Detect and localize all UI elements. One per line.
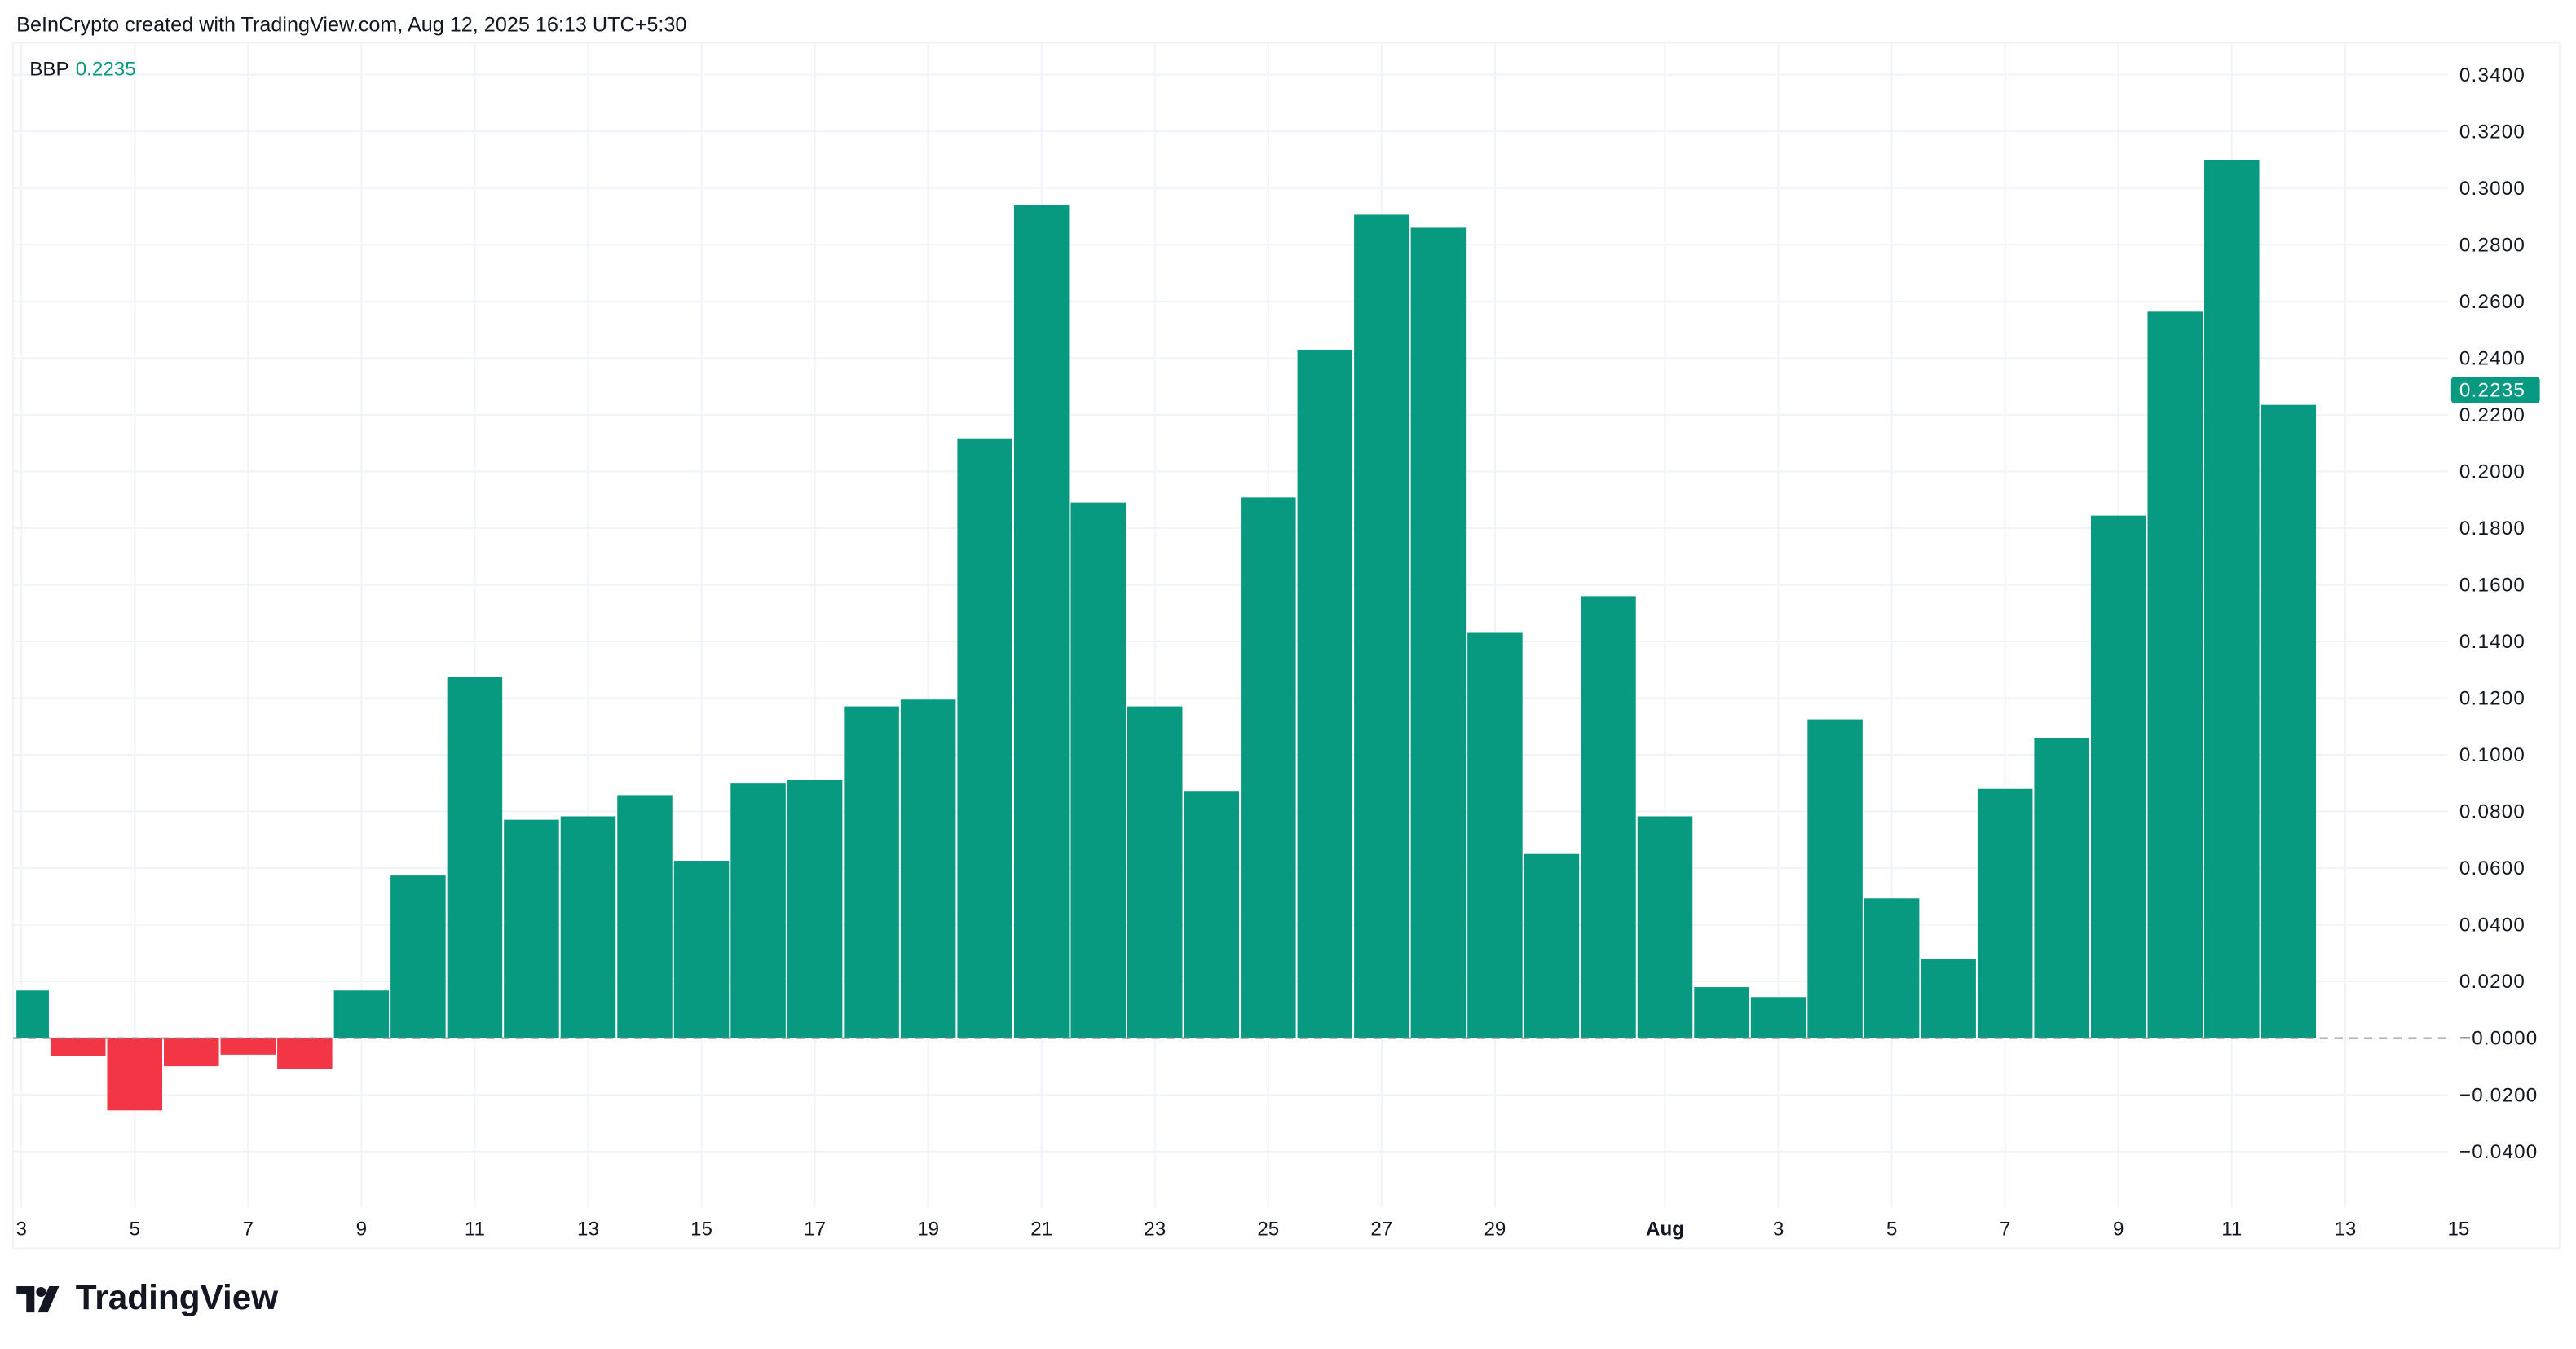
y-tick-label: 0.0800	[2459, 801, 2525, 823]
bar-jul-20[interactable]	[957, 438, 1012, 1038]
x-tick-label: 21	[1030, 1219, 1052, 1241]
bar-jul-27[interactable]	[1354, 214, 1409, 1038]
bar-aug-3[interactable]	[1750, 997, 1806, 1038]
x-tick-label: 7	[2000, 1219, 2010, 1241]
chart-frame	[12, 42, 2561, 1250]
bar-jul-22[interactable]	[1070, 502, 1126, 1038]
x-tick-label: 3	[1773, 1219, 1784, 1241]
indicator-legend[interactable]: BBP 0.2235	[29, 58, 135, 81]
bar-jul-17[interactable]	[787, 779, 843, 1038]
x-tick-label: 19	[917, 1219, 939, 1241]
y-tick-label: 0.2600	[2459, 291, 2525, 313]
bar-aug-12[interactable]	[2261, 404, 2317, 1038]
y-tick-label: 0.1600	[2459, 575, 2525, 597]
y-tick-label: −0.0200	[2459, 1084, 2539, 1106]
bar-aug-2[interactable]	[1694, 987, 1749, 1038]
x-tick-label: 7	[243, 1219, 254, 1241]
bars	[0, 159, 2317, 1111]
y-tick-label: 0.0600	[2459, 857, 2525, 879]
bar-aug-1[interactable]	[1637, 816, 1693, 1038]
bar-jul-16[interactable]	[730, 783, 786, 1038]
bar-jul-21[interactable]	[1013, 205, 1070, 1038]
x-tick-label: 15	[690, 1219, 712, 1241]
y-tick-label: 0.0400	[2459, 915, 2525, 937]
last-value-badge: 0.2235	[2450, 377, 2540, 403]
bar-jul-18[interactable]	[844, 706, 899, 1038]
bar-jul-29[interactable]	[1467, 632, 1523, 1038]
indicator-name: BBP	[29, 57, 69, 81]
x-tick-label: 13	[2334, 1219, 2356, 1241]
bar-jul-6[interactable]	[164, 1038, 219, 1067]
bar-jul-8[interactable]	[277, 1038, 333, 1069]
x-tick-label: 3	[15, 1219, 26, 1241]
chart-caption: BeInCrypto created with TradingView.com,…	[16, 13, 687, 37]
last-value-label: 0.2235	[2459, 380, 2525, 402]
bar-jul-31[interactable]	[1581, 596, 1636, 1038]
bar-aug-11[interactable]	[2204, 159, 2260, 1038]
bar-jul-15[interactable]	[673, 861, 730, 1038]
bar-jul-7[interactable]	[220, 1038, 276, 1055]
x-tick-label: 15	[2447, 1219, 2469, 1241]
bar-aug-8[interactable]	[2034, 738, 2089, 1038]
y-tick-label: 0.3000	[2459, 178, 2525, 200]
bar-jul-24[interactable]	[1184, 791, 1240, 1038]
y-tick-label: 0.3200	[2459, 121, 2525, 143]
bar-jul-23[interactable]	[1127, 706, 1183, 1038]
x-tick-label: 25	[1257, 1219, 1279, 1241]
y-tick-label: −0.0400	[2459, 1141, 2539, 1163]
bar-jul-19[interactable]	[900, 699, 956, 1038]
bar-jul-30[interactable]	[1524, 853, 1580, 1038]
y-tick-label: 0.1000	[2459, 744, 2525, 766]
bar-aug-7[interactable]	[1977, 788, 2033, 1038]
y-tick-label: −0.0000	[2459, 1028, 2539, 1050]
y-tick-label: 0.2200	[2459, 404, 2525, 426]
bar-aug-5[interactable]	[1864, 898, 1920, 1038]
bar-jul-25[interactable]	[1241, 497, 1296, 1038]
x-tick-label: 11	[465, 1219, 485, 1241]
y-tick-label: 0.2800	[2459, 234, 2525, 256]
x-tick-label: 11	[2221, 1219, 2242, 1241]
grid-lines	[13, 42, 2448, 1208]
x-tick-label: 5	[130, 1219, 140, 1241]
bar-jul-11[interactable]	[447, 677, 503, 1038]
x-tick-label: 5	[1886, 1219, 1897, 1241]
bar-jul-13[interactable]	[560, 816, 616, 1038]
y-tick-label: 0.1400	[2459, 631, 2525, 653]
y-tick-label: 0.2000	[2459, 461, 2525, 483]
bar-jul-3[interactable]	[0, 990, 49, 1038]
bar-jul-10[interactable]	[390, 875, 446, 1038]
y-tick-label: 0.2400	[2459, 347, 2525, 369]
bar-aug-4[interactable]	[1807, 719, 1863, 1038]
bar-jul-28[interactable]	[1410, 227, 1467, 1038]
tradingview-logo-icon	[16, 1285, 60, 1313]
x-tick-label: 23	[1144, 1219, 1166, 1241]
bar-aug-10[interactable]	[2147, 311, 2203, 1038]
bar-jul-4[interactable]	[50, 1038, 106, 1056]
bar-jul-12[interactable]	[504, 819, 559, 1038]
bar-aug-9[interactable]	[2090, 515, 2146, 1038]
bar-jul-5[interactable]	[107, 1038, 163, 1111]
x-tick-label: 29	[1484, 1219, 1506, 1241]
x-axis: 3 5 7 9 11 13 15 17 19 21 23 25 27 29 Aug 3 5 7 9 11 13 15	[15, 1219, 2469, 1241]
y-tick-label: 0.0200	[2459, 971, 2525, 993]
y-tick-label: 0.1800	[2459, 518, 2525, 540]
y-tick-label: 0.1200	[2459, 688, 2525, 710]
bar-aug-6[interactable]	[1921, 959, 1976, 1038]
y-axis: 0.3400 0.3200 0.3000 0.2800 0.2600 0.2400 0.22…	[2459, 64, 2539, 1163]
x-tick-label: 9	[356, 1219, 367, 1241]
x-tick-label: 27	[1370, 1219, 1392, 1241]
x-tick-label: 17	[804, 1219, 826, 1241]
indicator-value: 0.2235	[75, 57, 136, 81]
x-tick-label: 13	[577, 1219, 599, 1241]
bar-jul-26[interactable]	[1297, 349, 1353, 1038]
y-tick-label: 0.3400	[2459, 64, 2525, 86]
x-tick-label: 9	[2113, 1219, 2124, 1241]
tradingview-logo-text: TradingView	[75, 1279, 279, 1318]
bar-jul-9[interactable]	[333, 990, 390, 1038]
bar-jul-14[interactable]	[617, 795, 673, 1038]
tradingview-logo[interactable]: TradingView	[16, 1280, 278, 1319]
x-tick-label: Aug	[1646, 1219, 1684, 1241]
